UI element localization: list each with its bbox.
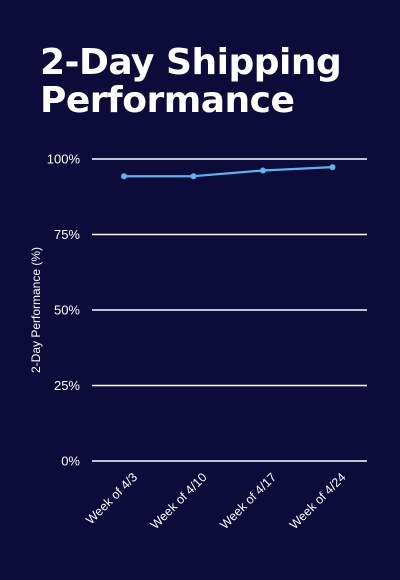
y-tick-label: 75% <box>54 227 80 242</box>
x-tick-label: Week of 4/3 <box>83 470 140 527</box>
data-point <box>329 164 336 171</box>
y-tick-label: 100% <box>47 152 81 167</box>
chart-title-line-2: Performance <box>40 80 295 121</box>
data-point <box>260 167 266 174</box>
gridlines <box>92 158 367 462</box>
series-line <box>124 166 333 178</box>
y-tick-label: 0% <box>61 454 80 469</box>
x-axis-ticks: Week of 4/3 Week of 4/10 Week of 4/17 Week … <box>83 470 348 532</box>
series-layer <box>121 164 336 180</box>
chart-title: 2-Day Shipping Performance <box>40 44 390 120</box>
chart-title-line-1: 2-Day Shipping <box>40 42 342 83</box>
x-tick-label: Week of 4/17 <box>217 470 279 532</box>
y-tick-label: 50% <box>54 303 80 318</box>
x-tick-label: Week of 4/10 <box>148 470 210 532</box>
y-axis-ticks: 0% 25% 50% 75% 100% <box>47 152 81 469</box>
y-axis-label: 2-Day Performance (%) <box>29 247 43 373</box>
data-point <box>190 173 197 180</box>
x-tick-label: Week of 4/24 <box>287 470 349 532</box>
data-point <box>121 173 127 180</box>
y-tick-label: 25% <box>54 378 80 393</box>
